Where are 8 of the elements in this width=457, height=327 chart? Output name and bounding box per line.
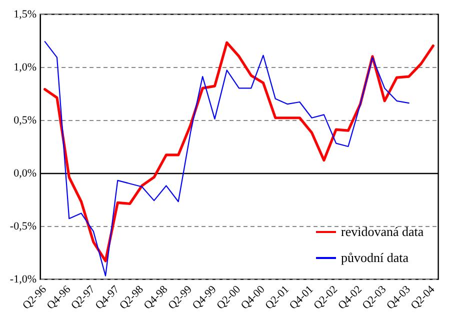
y-tick-label: 0,0% — [14, 168, 36, 180]
y-tick-label: 1,0% — [14, 62, 36, 74]
y-tick-label: -0,5% — [10, 220, 36, 232]
y-tick-label: 1,5% — [14, 8, 36, 20]
y-tick-label: 0,5% — [14, 114, 36, 126]
y-tick-label: -1,0% — [10, 274, 36, 286]
legend-label: původní data — [341, 250, 409, 265]
legend-label: revidovaná data — [341, 224, 424, 239]
